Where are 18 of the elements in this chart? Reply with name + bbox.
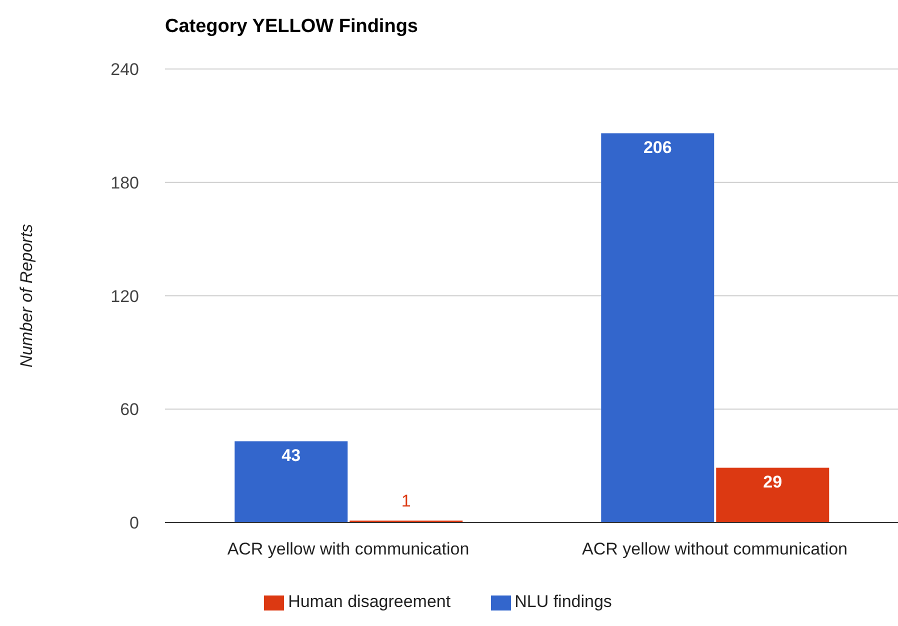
data-label: 206 (643, 138, 672, 158)
x-tick-label: ACR yellow with communication (227, 540, 470, 559)
data-label: 43 (282, 446, 301, 466)
y-tick-label: 180 (110, 173, 139, 192)
x-tick-label: ACR yellow without communication (582, 540, 848, 559)
data-label: 29 (763, 472, 782, 492)
legend-label: NLU findings (514, 592, 612, 612)
y-tick-label: 240 (110, 60, 139, 80)
y-axis-title: Number of Reports (17, 223, 36, 368)
y-tick-label: 60 (120, 400, 139, 420)
y-tick-label: 0 (130, 514, 139, 533)
data-label: 1 (401, 492, 411, 511)
bar (716, 468, 830, 522)
legend-label: Human disagreement (288, 592, 451, 612)
chart-title: Category YELLOW Findings (165, 16, 418, 38)
y-tick-label: 120 (110, 286, 139, 306)
bar (234, 441, 348, 522)
bar (601, 133, 714, 522)
